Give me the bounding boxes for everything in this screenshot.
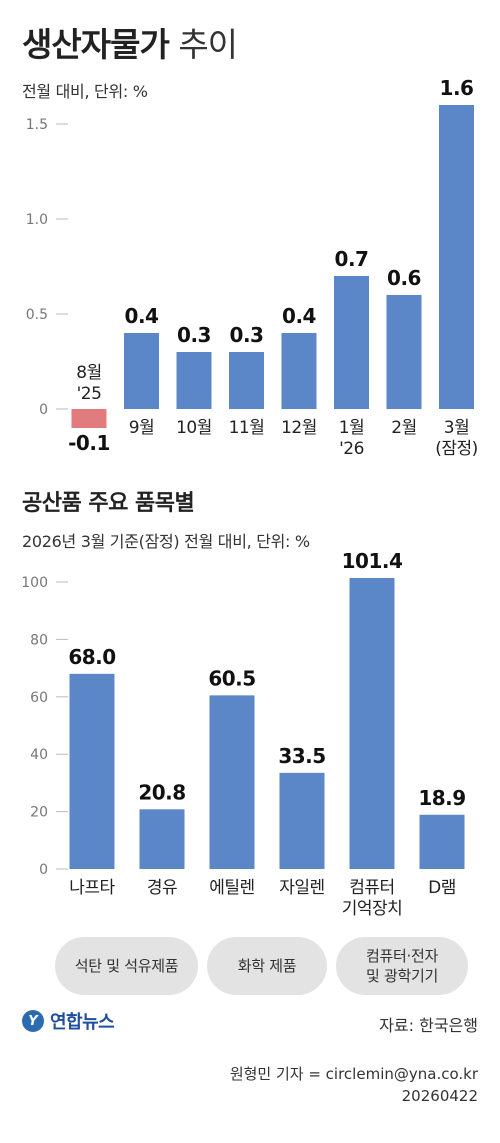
chart1-bar [124, 333, 159, 409]
chart1-category-label: 10월 [176, 418, 212, 438]
credit: 원형민 기자 = circlemin@yna.co.kr 20260422 [230, 1063, 478, 1107]
chart1-category-label: 2월 [391, 418, 416, 438]
group-label-chemical: 화학 제품 [237, 957, 297, 975]
logo-text: 연합뉴스 [50, 1012, 115, 1033]
chart2-value-label: 18.9 [418, 786, 465, 810]
chart2-ytick-label: 40 [30, 747, 48, 763]
chart2-category-label: 컴퓨터 기억장치 [342, 878, 403, 919]
chart2-category-label: 자일렌 [279, 878, 324, 898]
group-label-electronics-line2: 및 광학기기 [366, 967, 438, 985]
chart2-bar [209, 695, 255, 869]
chart2-bar [69, 673, 115, 869]
chart1-bar [386, 295, 422, 409]
group-pill-electronics: 컴퓨터·전자 및 광학기기 [336, 937, 468, 995]
chart2-value-label: 101.4 [342, 549, 403, 573]
chart1-value-label: 0.7 [335, 247, 369, 271]
chart1-value-label: 1.6 [440, 76, 474, 100]
chart1-value-label: 0.3 [230, 323, 264, 347]
chart2-value-label: 20.8 [138, 780, 185, 804]
section2-title: 공산품 주요 품목별 [22, 491, 195, 516]
group-pill-chemical: 화학 제품 [207, 937, 327, 995]
chart1-value-label: -0.1 [68, 431, 110, 455]
chart2-bar [349, 577, 395, 869]
chart1-bar [439, 105, 474, 409]
chart1-bar [334, 276, 369, 409]
chart2-ytick-label: 20 [30, 805, 48, 821]
chart1-category-label: 11월 [229, 418, 265, 438]
chart1-bar [71, 409, 107, 428]
chart1-value-label: 0.4 [125, 304, 159, 328]
chart1-category-label: 9월 [129, 418, 154, 438]
reporter-credit: 원형민 기자 = circlemin@yna.co.kr [229, 1065, 478, 1083]
chart1-category-label: 3월 (잠정) [435, 418, 478, 459]
group-label-petroleum: 석탄 및 석유제품 [74, 957, 179, 975]
chart2-ytick-label: 60 [30, 690, 48, 706]
yonhap-logo: Y 연합뉴스 [22, 1008, 115, 1034]
chart1-ytick-label: 1.0 [26, 212, 48, 228]
chart2-category-label: 경유 [147, 878, 177, 898]
publish-date: 20260422 [401, 1087, 478, 1105]
group-pill-petroleum: 석탄 및 석유제품 [55, 937, 198, 995]
chart2-bar [139, 809, 185, 869]
chart2-value-label: 33.5 [278, 744, 325, 768]
chart2-category-label: D램 [428, 878, 456, 898]
title-bold: 생산자물가 [22, 25, 170, 64]
chart2-ytick-label: 80 [30, 632, 48, 648]
chart2-bar [279, 772, 325, 869]
chart2-value-label: 68.0 [68, 645, 115, 669]
chart1-value-label: 0.3 [177, 323, 211, 347]
chart2-value-label: 60.5 [208, 666, 255, 690]
chart1-category-label: 8월 '25 [76, 363, 101, 404]
chart1-ytick-label: 0.5 [26, 307, 48, 323]
chart2-category-label: 에틸렌 [209, 878, 254, 898]
chart1-ytick-label: 0 [39, 402, 48, 418]
chart1-bar [176, 352, 212, 409]
group-label-electronics-line1: 컴퓨터·전자 [366, 947, 438, 965]
chart2-subtitle: 2026년 3월 기준(잠정) 전월 대비, 단위: % [22, 532, 310, 551]
chart1-category-label: 1월 '26 [339, 418, 364, 459]
chart-1-producer-price-trend: 0 0.5 1.0 1.5 -0.1 8월 '25 0.4 9월 0.3 10월 0.3 11월 0.4 1… [26, 76, 479, 459]
chart1-subtitle: 전월 대비, 단위: % [22, 82, 148, 101]
chart-2-product-items: 0 20 40 60 80 100 68.0 나프타 20.8 경유 60.5 에틸렌 33.5 자일렌 1… [21, 549, 466, 919]
chart2-ytick-label: 100 [21, 575, 48, 591]
chart2-category-label: 나프타 [69, 878, 115, 898]
chart1-value-label: 0.4 [282, 304, 316, 328]
chart1-category-label: 12월 [281, 418, 317, 438]
chart1-value-label: 0.6 [387, 266, 421, 290]
chart-title: 생산자물가 추이 [22, 18, 238, 66]
title-light: 추이 [178, 25, 238, 64]
chart1-bar [229, 352, 264, 409]
chart2-bar [419, 814, 465, 869]
chart2-ytick-label: 0 [39, 862, 48, 878]
source-note: 자료: 한국은행 [379, 1016, 478, 1035]
chart1-ytick-label: 1.5 [26, 117, 48, 133]
yonhap-logo-icon: Y [22, 1010, 44, 1032]
chart1-bar [281, 333, 317, 409]
